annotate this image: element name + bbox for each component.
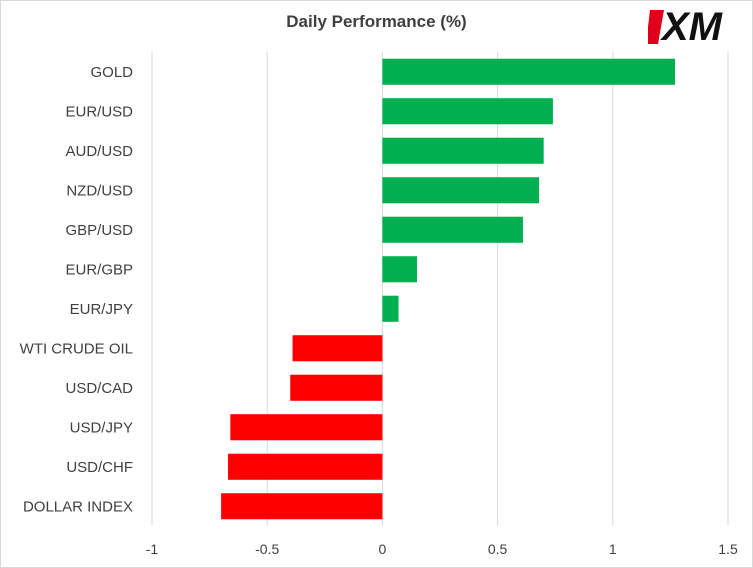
bar (382, 177, 540, 204)
bar (382, 137, 544, 164)
bar (382, 295, 399, 322)
x-tick-label: -1 (146, 541, 159, 557)
bar (382, 216, 523, 243)
bar (292, 335, 383, 362)
x-tick-label: 0 (379, 541, 387, 557)
category-label: GBP/USD (65, 222, 133, 239)
category-label: WTI CRUDE OIL (20, 340, 133, 357)
category-label: EUR/JPY (70, 301, 133, 318)
bar (382, 256, 417, 283)
bar (221, 493, 383, 520)
chart-title: Daily Performance (%) (286, 12, 467, 31)
bar (382, 58, 676, 85)
x-tick-label: 0.5 (488, 541, 508, 557)
category-label: AUD/USD (65, 143, 133, 160)
x-tick-label: 1 (609, 541, 617, 557)
xm-logo: XM (646, 4, 748, 49)
category-label: NZD/USD (66, 182, 133, 199)
category-label: USD/JPY (70, 419, 133, 436)
category-label: DOLLAR INDEX (23, 498, 133, 515)
bar (230, 414, 383, 441)
category-label: USD/CAD (65, 380, 133, 397)
bar (290, 374, 383, 401)
bar (382, 98, 553, 125)
bar (228, 453, 383, 480)
x-tick-label: -0.5 (255, 541, 279, 557)
category-label: EUR/GBP (65, 261, 133, 278)
category-label: GOLD (90, 64, 133, 81)
x-tick-label: 1.5 (718, 541, 738, 557)
category-label: EUR/USD (65, 103, 133, 120)
category-label: USD/CHF (66, 459, 133, 476)
svg-text:XM: XM (660, 5, 724, 48)
